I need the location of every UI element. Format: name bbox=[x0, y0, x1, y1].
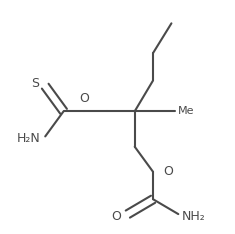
Text: S: S bbox=[31, 77, 39, 90]
Text: O: O bbox=[163, 165, 173, 178]
Text: O: O bbox=[79, 92, 89, 105]
Text: H₂N: H₂N bbox=[17, 132, 41, 145]
Text: O: O bbox=[111, 210, 121, 223]
Text: NH₂: NH₂ bbox=[182, 210, 205, 223]
Text: Me: Me bbox=[178, 106, 195, 116]
